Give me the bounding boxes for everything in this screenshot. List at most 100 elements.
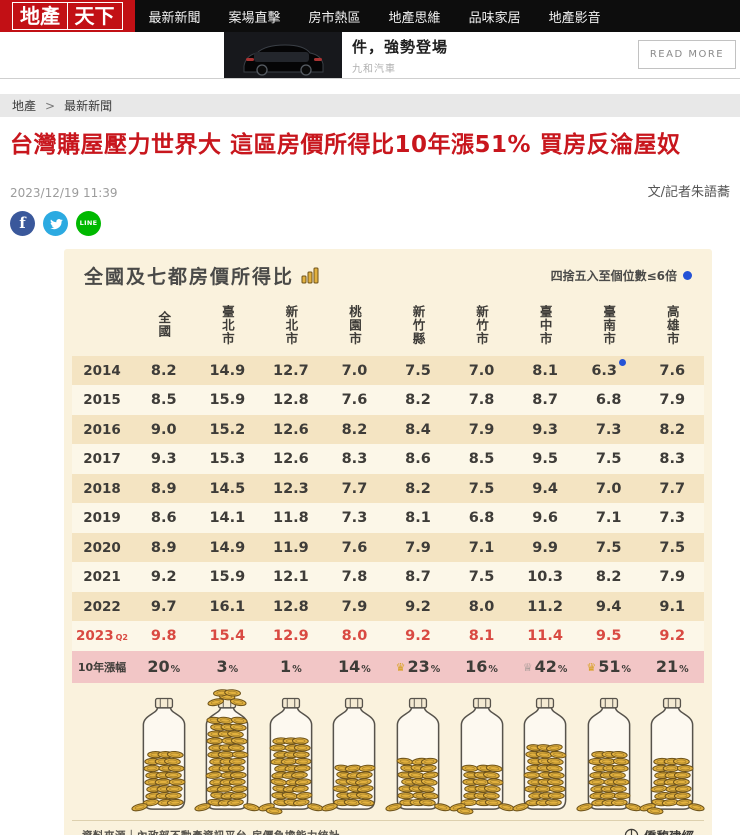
growth-cell: ♛ 51% [586, 657, 631, 677]
value-cell: 7.1 [595, 510, 622, 527]
growth-cell: 16% [465, 657, 498, 677]
infographic-header: 全國及七都房價所得比 四捨五入至個位數≤6倍 [72, 259, 704, 298]
bar-chart-icon [301, 267, 319, 284]
value-cell: 14.9 [209, 539, 246, 556]
money-jar [448, 697, 515, 815]
value-cell: 9.2 [405, 628, 431, 645]
infographic-title: 全國及七都房價所得比 [84, 262, 319, 289]
value-cell: 8.0 [468, 598, 495, 615]
breadcrumb: 地產 > 最新新聞 [0, 94, 740, 117]
infographic-footer: 資料來源｜內政部不動產資訊平台-房價負擔能力統計。 僑馥建經 [72, 819, 704, 835]
nav-item-2[interactable]: 案場直擊 [228, 10, 281, 26]
table-row: 2014 8.2 14.9 12.7 7.0 7.5 7.0 8.1 6.3 7.6 [72, 355, 704, 386]
money-jar [512, 697, 567, 812]
read-more-button[interactable]: READ MORE [638, 40, 736, 69]
value-cell: 8.5 [468, 451, 495, 468]
main-menu: 最新新聞 案場直擊 房市熱區 地產思維 品味家居 地產影音 [135, 0, 615, 32]
site-logo[interactable]: 地產 天下 [0, 0, 135, 32]
nav-item-1[interactable]: 最新新聞 [148, 10, 201, 26]
jar-cell [512, 689, 577, 813]
growth-cell: 14% [338, 657, 371, 677]
table-row: 2016 9.0 15.2 12.6 8.2 8.4 7.9 9.3 7.3 8.2 [72, 414, 704, 445]
growth-cell: ♛ 23% [395, 657, 441, 677]
value-cell: 7.7 [341, 480, 368, 497]
value-cell: 6.8 [468, 510, 495, 527]
year-label: 2014 [83, 362, 121, 379]
value-cell: 9.8 [150, 628, 177, 645]
value-cell: 12.6 [272, 451, 309, 468]
facebook-share-button[interactable]: f [10, 210, 35, 236]
value-cell: 9.5 [532, 451, 558, 468]
value-cell: 7.9 [659, 392, 686, 409]
value-cell: 9.6 [532, 510, 558, 527]
table-row: 2017 9.3 15.3 12.6 8.3 8.6 8.5 9.5 7.5 8.3 [72, 444, 704, 474]
year-label: 2017 [83, 451, 121, 468]
year-label: 2020 [83, 539, 121, 556]
line-share-button[interactable]: LINE [76, 210, 101, 236]
table-row: 2018 8.9 14.5 12.3 7.7 8.2 7.5 9.4 7.0 7.7 [72, 473, 704, 504]
ad-banner[interactable]: 件，強勢登場 九和汽車 READ MORE [0, 32, 740, 78]
value-cell: 7.8 [341, 569, 368, 586]
value-cell: 7.1 [468, 539, 495, 556]
ad-car-image [224, 32, 342, 78]
money-jar [639, 697, 705, 815]
value-cell: 7.0 [341, 362, 368, 379]
value-cell: 8.2 [405, 480, 431, 497]
nav-item-4[interactable]: 地產思維 [388, 10, 441, 26]
value-cell: 7.5 [659, 539, 686, 556]
value-cell: 7.3 [341, 510, 368, 527]
breadcrumb-section[interactable]: 地產 [12, 99, 37, 113]
value-cell: 8.9 [150, 539, 177, 556]
value-cell: 8.6 [405, 451, 431, 468]
money-jars-row [72, 689, 705, 815]
article-date: 2023/12/19 11:39 [10, 185, 118, 200]
value-cell: 8.0 [341, 628, 368, 645]
value-cell: 12.6 [272, 421, 309, 438]
breadcrumb-page[interactable]: 最新新聞 [64, 99, 113, 113]
value-cell: 14.1 [209, 510, 246, 527]
twitter-bird-icon [49, 219, 63, 230]
rounding-note: 四捨五入至個位數≤6倍 [551, 267, 692, 284]
year-label: 2019 [83, 510, 121, 527]
social-share-bar: f LINE [10, 210, 730, 236]
divider [0, 78, 740, 79]
value-cell: 8.2 [341, 421, 368, 438]
column-header: 新竹市 [474, 304, 490, 346]
rounding-note-text: 四捨五入至個位數≤6倍 [550, 268, 677, 283]
value-cell: 8.2 [405, 392, 431, 409]
value-cell: 9.3 [532, 421, 558, 438]
value-cell: 8.2 [150, 362, 177, 379]
jar-cell [639, 689, 705, 815]
money-jar [576, 697, 642, 812]
twitter-share-button[interactable] [43, 210, 68, 236]
nav-item-6[interactable]: 地產影音 [548, 10, 601, 26]
breadcrumb-separator: > [45, 98, 56, 113]
nav-item-3[interactable]: 房市熱區 [308, 10, 361, 26]
growth-cell: 21% [655, 657, 689, 677]
value-cell: 9.2 [150, 569, 177, 586]
value-cell: 7.6 [341, 392, 368, 409]
data-source: 資料來源｜內政部不動產資訊平台-房價負擔能力統計。 [82, 828, 351, 835]
column-header: 臺南市 [601, 304, 617, 346]
car-illustration [224, 32, 342, 78]
article-meta: 2023/12/19 11:39 文/記者朱語蕎 [10, 181, 730, 200]
value-cell: 11.8 [272, 510, 309, 527]
table-row: 2019 8.6 14.1 11.8 7.3 8.1 6.8 9.6 7.1 7.3 [72, 503, 704, 533]
jar-cell [385, 689, 451, 813]
growth-cell: 20% [147, 657, 181, 677]
table-row: 2023 Q2 9.8 15.4 12.9 8.0 9.2 8.1 11.4 9.5 9.2 [72, 621, 704, 651]
value-cell: 9.2 [405, 598, 431, 615]
nav-item-5[interactable]: 品味家居 [468, 10, 521, 26]
value-cell: 9.9 [532, 539, 558, 556]
value-cell: 7.5 [595, 539, 622, 556]
value-cell: 8.3 [341, 451, 368, 468]
value-cell: 12.1 [272, 569, 309, 586]
value-cell: 14.9 [209, 362, 246, 379]
value-cell: 7.5 [405, 362, 431, 379]
jar-cell [258, 689, 324, 815]
jar-cell [131, 689, 196, 813]
blue-dot-annotation [619, 358, 626, 366]
brand-mark: 僑馥建經 [624, 826, 694, 835]
value-cell: 7.9 [341, 598, 368, 615]
price-income-infographic: 全國及七都房價所得比 四捨五入至個位數≤6倍 全國 臺北市 新北市 桃園市 新竹縣 新竹市… [64, 248, 712, 835]
